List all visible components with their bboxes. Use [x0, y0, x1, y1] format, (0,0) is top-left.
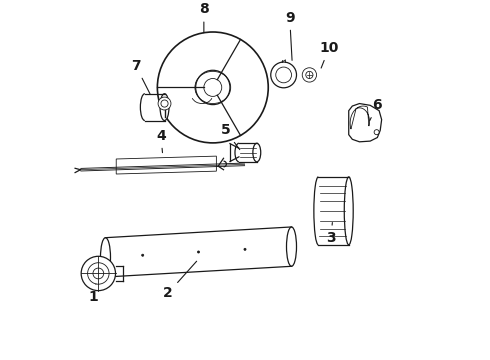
Text: 8: 8 — [199, 3, 209, 33]
Text: 10: 10 — [319, 41, 339, 68]
Text: 3: 3 — [326, 222, 336, 245]
Circle shape — [161, 100, 168, 107]
Text: 1: 1 — [88, 284, 98, 304]
Circle shape — [204, 78, 222, 96]
Text: 4: 4 — [156, 129, 166, 153]
Circle shape — [306, 71, 313, 78]
Circle shape — [196, 70, 230, 105]
Text: 5: 5 — [220, 123, 240, 150]
Text: 9: 9 — [285, 11, 294, 60]
Circle shape — [158, 97, 171, 110]
Text: 7: 7 — [131, 59, 150, 94]
Circle shape — [374, 130, 379, 135]
Circle shape — [157, 32, 268, 143]
Circle shape — [88, 263, 109, 284]
Circle shape — [276, 67, 292, 83]
Ellipse shape — [253, 143, 261, 162]
Ellipse shape — [344, 177, 353, 245]
Circle shape — [81, 256, 116, 291]
Circle shape — [197, 251, 199, 253]
Circle shape — [142, 254, 144, 256]
Circle shape — [244, 248, 246, 251]
Circle shape — [93, 268, 104, 279]
Text: 2: 2 — [163, 261, 196, 300]
Text: 6: 6 — [369, 98, 382, 121]
Circle shape — [271, 62, 296, 88]
Ellipse shape — [100, 238, 111, 277]
Ellipse shape — [160, 94, 169, 121]
Polygon shape — [350, 106, 369, 129]
Polygon shape — [349, 104, 382, 142]
Circle shape — [302, 68, 317, 82]
Ellipse shape — [287, 227, 296, 266]
